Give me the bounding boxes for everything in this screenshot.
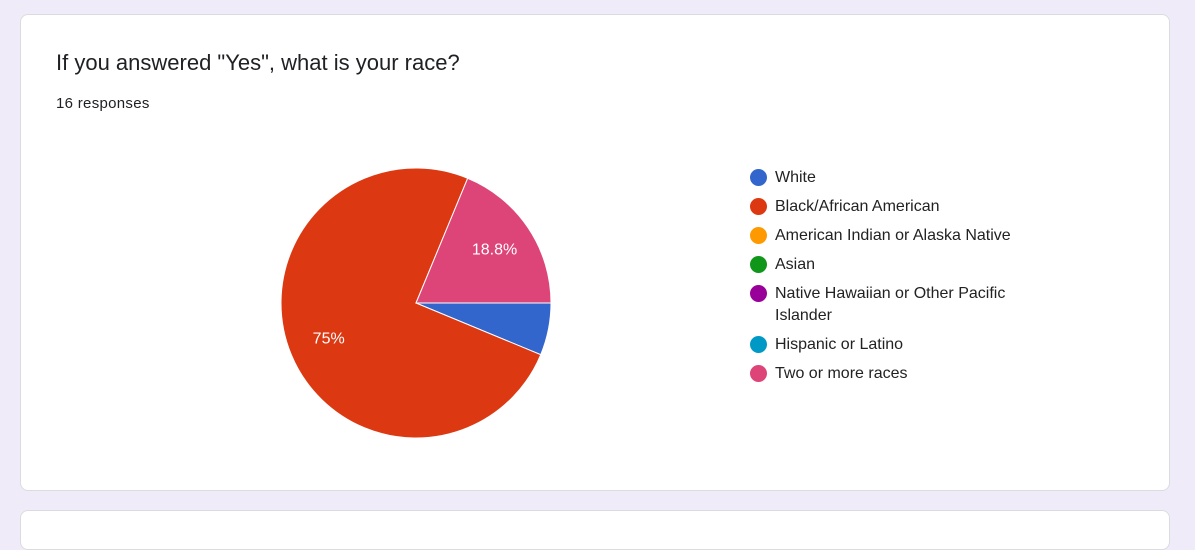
legend-label: American Indian or Alaska Native bbox=[775, 227, 1011, 244]
legend-label: Black/African American bbox=[775, 198, 940, 215]
legend-swatch bbox=[750, 256, 767, 273]
pie-slice bbox=[280, 167, 542, 439]
pie-chart: 75% 18.8% bbox=[280, 167, 552, 439]
legend-swatch bbox=[750, 227, 767, 244]
question-title: If you answered "Yes", what is your race… bbox=[56, 50, 460, 75]
legend-item: Native Hawaiian or Other Pacific Islande… bbox=[750, 283, 1035, 327]
legend-label: Two or more races bbox=[775, 365, 908, 382]
slice-label: 75% bbox=[313, 330, 345, 347]
legend-swatch bbox=[750, 169, 767, 186]
slice-label: 18.8% bbox=[472, 242, 517, 259]
legend-swatch bbox=[750, 336, 767, 353]
page: If you answered "Yes", what is your race… bbox=[20, 14, 1170, 550]
legend: White Black/African American American Indi… bbox=[750, 167, 1035, 392]
legend-item: White bbox=[750, 167, 1035, 189]
legend-label: Native Hawaiian or Other Pacific Islande… bbox=[775, 285, 1006, 324]
legend-item: Asian bbox=[750, 254, 1035, 276]
response-count: 16 responses bbox=[56, 95, 150, 112]
legend-item: Hispanic or Latino bbox=[750, 334, 1035, 356]
legend-item: Black/African American bbox=[750, 196, 1035, 218]
legend-swatch bbox=[750, 365, 767, 382]
legend-swatch bbox=[750, 285, 767, 302]
legend-swatch bbox=[750, 198, 767, 215]
legend-item: American Indian or Alaska Native bbox=[750, 225, 1035, 247]
pie-slice bbox=[415, 177, 552, 304]
legend-label: Hispanic or Latino bbox=[775, 336, 904, 353]
legend-label: Asian bbox=[775, 256, 816, 273]
legend-label: White bbox=[775, 169, 816, 186]
legend-item: Two or more races bbox=[750, 363, 1035, 385]
card bbox=[20, 14, 1170, 491]
